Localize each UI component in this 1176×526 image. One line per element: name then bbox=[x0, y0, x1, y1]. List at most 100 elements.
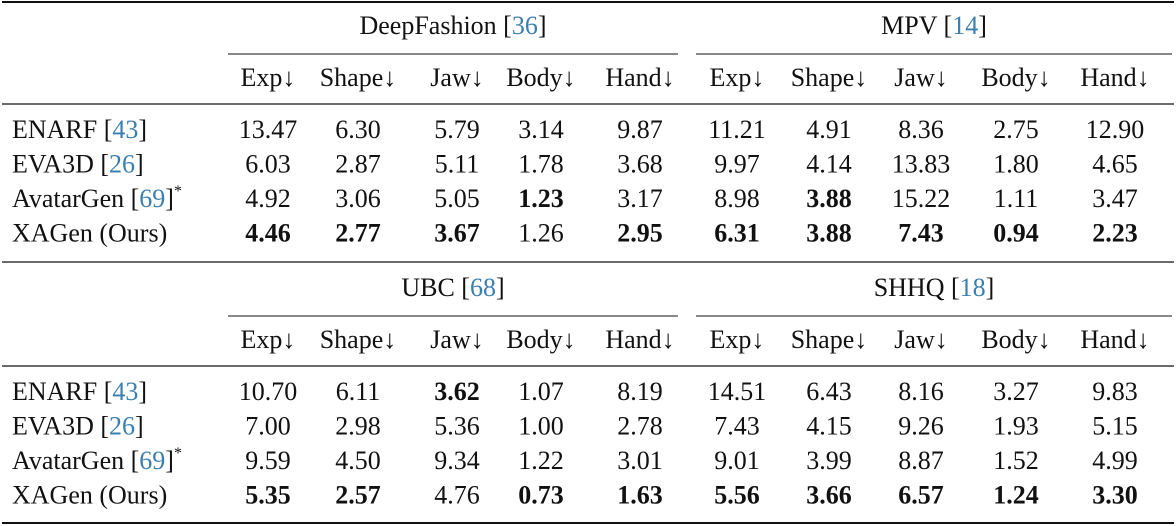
cell-value: 0.73 bbox=[518, 480, 564, 509]
cell-value: 3.99 bbox=[806, 446, 852, 475]
cell-value: 1.07 bbox=[518, 377, 564, 406]
label-part: ] bbox=[165, 446, 174, 475]
cell-value: 5.05 bbox=[434, 184, 480, 213]
cell-value: 6.03 bbox=[245, 149, 291, 178]
cell-value: 4.50 bbox=[335, 446, 381, 475]
cell-value: 6.31 bbox=[714, 218, 760, 247]
column-header: Shape↓ bbox=[320, 63, 397, 92]
cell-value: 4.65 bbox=[1092, 149, 1138, 178]
label-part: EVA3D [ bbox=[12, 149, 109, 178]
cell-value: 5.15 bbox=[1092, 411, 1138, 440]
cell-value: 11.21 bbox=[708, 115, 766, 144]
cell-value: 3.66 bbox=[806, 480, 852, 509]
cell-value: 8.98 bbox=[714, 184, 760, 213]
cell-value: 7.43 bbox=[714, 411, 760, 440]
cell-value: 3.67 bbox=[434, 218, 480, 247]
label-part: UBC [ bbox=[401, 273, 470, 302]
cell-value: 2.77 bbox=[335, 218, 381, 247]
column-header: Jaw↓ bbox=[894, 325, 947, 354]
column-header: Body↓ bbox=[981, 325, 1050, 354]
cell-value: 1.63 bbox=[617, 480, 663, 509]
dataset-header: DeepFashion [36] bbox=[359, 11, 546, 40]
column-header: Body↓ bbox=[506, 325, 575, 354]
cell-value: 5.56 bbox=[714, 480, 760, 509]
cell-value: 1.26 bbox=[518, 218, 564, 247]
cell-value: 1.00 bbox=[518, 411, 564, 440]
cell-value: 8.16 bbox=[898, 377, 944, 406]
label-part: EVA3D [ bbox=[12, 411, 109, 440]
label-part: XAGen (Ours) bbox=[12, 480, 167, 509]
cell-value: 9.01 bbox=[714, 446, 760, 475]
citation: 69 bbox=[139, 446, 165, 475]
label-part: XAGen (Ours) bbox=[12, 218, 167, 247]
cell-value: 0.94 bbox=[993, 218, 1039, 247]
cell-value: 13.83 bbox=[892, 149, 951, 178]
cell-value: 1.24 bbox=[993, 480, 1039, 509]
cell-value: 5.79 bbox=[434, 115, 480, 144]
cell-value: 3.17 bbox=[617, 184, 663, 213]
cell-value: 2.57 bbox=[335, 480, 381, 509]
cell-value: 10.70 bbox=[239, 377, 298, 406]
label-part: ] bbox=[986, 273, 995, 302]
cell-value: 6.30 bbox=[335, 115, 381, 144]
cell-value: 2.23 bbox=[1092, 218, 1138, 247]
cell-value: 3.62 bbox=[434, 377, 480, 406]
cell-value: 9.87 bbox=[617, 115, 663, 144]
cell-value: 9.26 bbox=[898, 411, 944, 440]
label-part: ] bbox=[135, 149, 144, 178]
method-name: ENARF [43] bbox=[12, 115, 147, 144]
label-part: ] bbox=[138, 377, 147, 406]
cell-value: 4.92 bbox=[245, 184, 291, 213]
label-part: ] bbox=[496, 273, 505, 302]
cell-value: 3.47 bbox=[1092, 184, 1138, 213]
citation: 36 bbox=[512, 11, 538, 40]
column-header: Exp↓ bbox=[241, 325, 296, 354]
citation: 68 bbox=[470, 273, 496, 302]
cell-value: 6.43 bbox=[806, 377, 852, 406]
cell-value: 4.76 bbox=[434, 480, 480, 509]
column-header: Body↓ bbox=[981, 63, 1050, 92]
cell-value: 1.22 bbox=[518, 446, 564, 475]
cell-value: 3.88 bbox=[806, 184, 852, 213]
cell-value: 1.23 bbox=[518, 184, 564, 213]
method-name: XAGen (Ours) bbox=[12, 480, 167, 509]
column-header: Shape↓ bbox=[320, 325, 397, 354]
label-part: ] bbox=[978, 11, 987, 40]
cell-value: 12.90 bbox=[1086, 115, 1145, 144]
label-part: SHHQ [ bbox=[874, 273, 960, 302]
cell-value: 4.99 bbox=[1092, 446, 1138, 475]
column-header: Hand↓ bbox=[605, 63, 674, 92]
dataset-header: UBC [68] bbox=[401, 273, 504, 302]
cell-value: 4.46 bbox=[245, 218, 291, 247]
cell-value: 1.80 bbox=[993, 149, 1039, 178]
cell-value: 2.95 bbox=[617, 218, 663, 247]
column-header: Hand↓ bbox=[1080, 63, 1149, 92]
cell-value: 4.15 bbox=[806, 411, 852, 440]
label-part: ] bbox=[165, 184, 174, 213]
cell-value: 8.87 bbox=[898, 446, 944, 475]
method-name: AvatarGen [69]* bbox=[12, 445, 182, 475]
cell-value: 3.14 bbox=[518, 115, 564, 144]
citation: 14 bbox=[952, 11, 978, 40]
column-header: Exp↓ bbox=[710, 325, 765, 354]
cell-value: 3.06 bbox=[335, 184, 381, 213]
label-part: ENARF [ bbox=[12, 115, 112, 144]
cell-value: 9.97 bbox=[714, 149, 760, 178]
column-header: Hand↓ bbox=[605, 325, 674, 354]
cell-value: 9.83 bbox=[1092, 377, 1138, 406]
cell-value: 3.88 bbox=[806, 218, 852, 247]
cell-value: 5.36 bbox=[434, 411, 480, 440]
citation: 69 bbox=[139, 184, 165, 213]
label-part: AvatarGen [ bbox=[12, 184, 139, 213]
citation: 43 bbox=[112, 377, 138, 406]
label-part: ] bbox=[135, 411, 144, 440]
cell-value: 3.68 bbox=[617, 149, 663, 178]
label-part: MPV [ bbox=[881, 11, 952, 40]
cell-value: 7.00 bbox=[245, 411, 291, 440]
cell-value: 5.35 bbox=[245, 480, 291, 509]
cell-value: 6.57 bbox=[898, 480, 944, 509]
method-name: XAGen (Ours) bbox=[12, 218, 167, 247]
citation: 26 bbox=[109, 411, 135, 440]
cell-value: 3.27 bbox=[993, 377, 1039, 406]
